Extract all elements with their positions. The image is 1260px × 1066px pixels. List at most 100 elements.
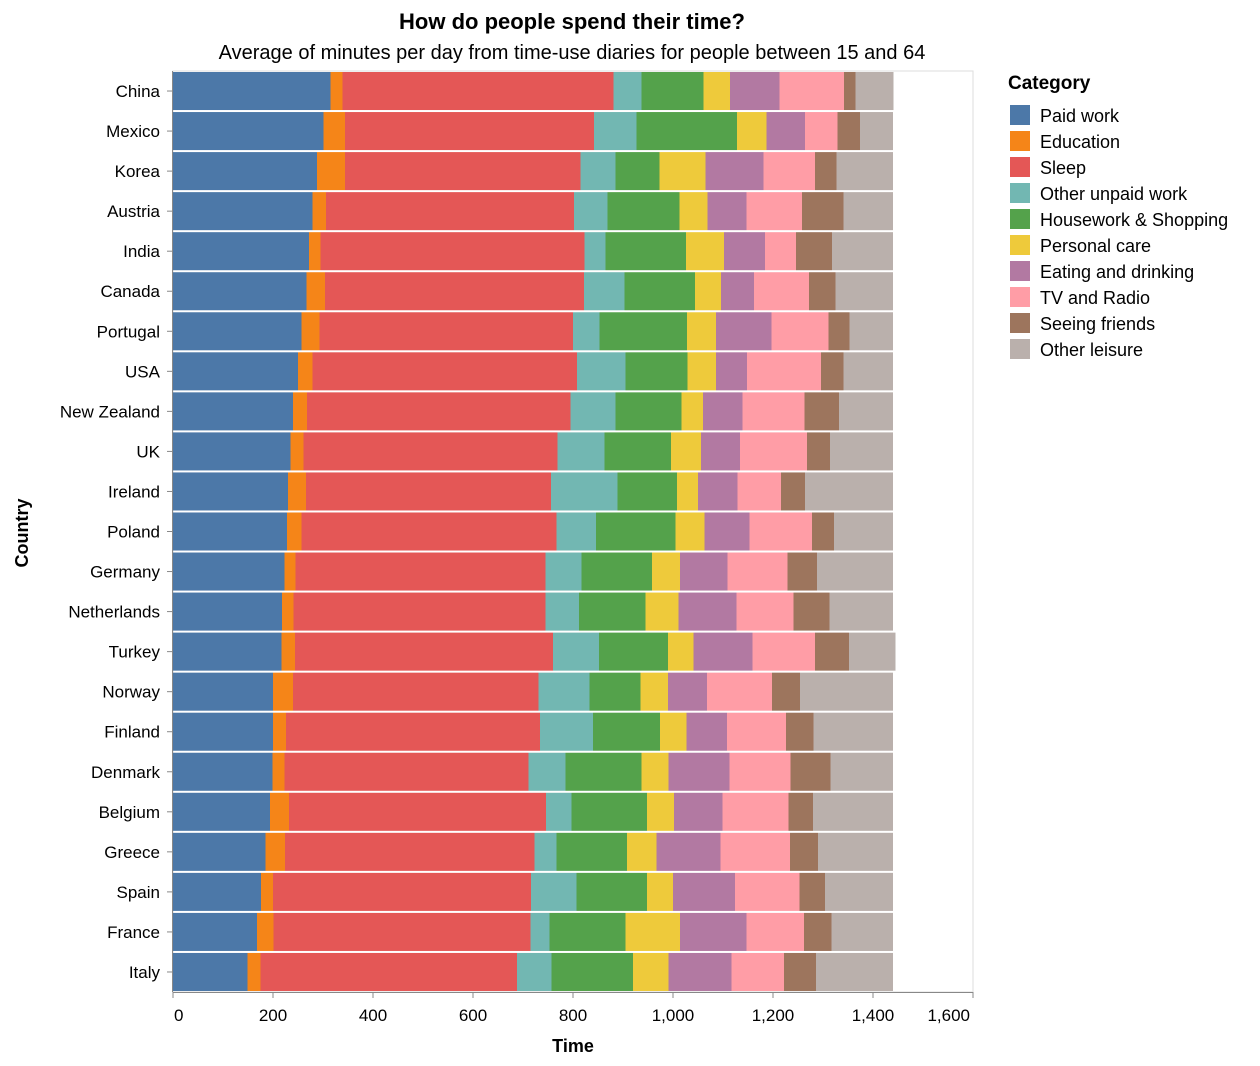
bar-turkey-tv-and-radio xyxy=(752,632,815,671)
bar-row-india xyxy=(173,232,893,271)
bar-korea-eating-and-drinking xyxy=(705,152,764,191)
bar-greece-personal-care xyxy=(627,832,657,871)
bar-new-zealand-education xyxy=(293,392,307,431)
bar-norway-sleep xyxy=(293,672,539,711)
bar-china-personal-care xyxy=(703,72,730,111)
legend-label-tv-and-radio: TV and Radio xyxy=(1040,288,1150,308)
bar-usa-tv-and-radio xyxy=(747,352,821,391)
bar-austria-paid-work xyxy=(173,192,313,231)
bar-austria-seeing-friends xyxy=(802,192,844,231)
bar-row-france xyxy=(173,912,893,951)
bar-usa-education xyxy=(298,352,313,391)
bar-norway-personal-care xyxy=(640,672,668,711)
y-tick-label-ireland: Ireland xyxy=(108,482,160,501)
bar-finland-tv-and-radio xyxy=(727,712,786,751)
legend-label-seeing-friends: Seeing friends xyxy=(1040,314,1155,334)
bar-row-new-zealand xyxy=(173,392,893,431)
bar-finland-education xyxy=(273,712,286,751)
bar-usa-housework-shopping xyxy=(625,352,688,391)
bar-denmark-housework-shopping xyxy=(565,752,642,791)
x-tick-label-0: 0 xyxy=(174,1006,183,1025)
x-tick-label-200: 200 xyxy=(259,1006,287,1025)
bar-france-personal-care xyxy=(625,912,680,951)
bar-new-zealand-housework-shopping xyxy=(615,392,682,431)
bar-india-housework-shopping xyxy=(605,232,686,271)
bar-france-housework-shopping xyxy=(549,912,626,951)
bar-uk-personal-care xyxy=(671,432,701,471)
bar-italy-other-leisure xyxy=(816,952,893,991)
bar-canada-personal-care xyxy=(695,272,721,311)
bar-finland-personal-care xyxy=(660,712,687,751)
legend-label-other-leisure: Other leisure xyxy=(1040,340,1143,360)
bar-austria-other-leisure xyxy=(843,192,893,231)
x-axis: 0 200 400 600 800 1,000 1,200 1,400 1,600 xyxy=(172,992,974,1025)
bar-finland-other-unpaid-work xyxy=(540,712,593,751)
legend-label-other-unpaid-work: Other unpaid work xyxy=(1040,184,1188,204)
bar-belgium-personal-care xyxy=(647,792,674,831)
bar-ireland-sleep xyxy=(306,472,551,511)
bar-mexico-tv-and-radio xyxy=(805,112,838,151)
bar-poland-tv-and-radio xyxy=(749,512,812,551)
bar-finland-sleep xyxy=(286,712,540,751)
bar-norway-housework-shopping xyxy=(589,672,641,711)
bar-row-turkey xyxy=(173,632,896,671)
bar-canada-paid-work xyxy=(173,272,307,311)
bar-norway-other-unpaid-work xyxy=(538,672,590,711)
bar-row-china xyxy=(173,72,894,111)
bar-germany-personal-care xyxy=(652,552,680,591)
bar-italy-personal-care xyxy=(633,952,669,991)
bar-italy-education xyxy=(247,952,261,991)
y-tick-label-austria: Austria xyxy=(107,202,160,221)
bar-china-sleep xyxy=(342,72,614,111)
bar-usa-personal-care xyxy=(687,352,716,391)
bar-poland-seeing-friends xyxy=(812,512,834,551)
bar-poland-education xyxy=(287,512,302,551)
y-axis: China Mexico Korea Austria India Canada Portug… xyxy=(60,71,173,992)
legend-item-tv-and-radio: TV and Radio xyxy=(1010,287,1150,308)
bar-korea-education xyxy=(317,152,345,191)
bar-india-seeing-friends xyxy=(796,232,832,271)
bar-korea-personal-care xyxy=(659,152,706,191)
bar-portugal-housework-shopping xyxy=(599,312,687,351)
bar-china-seeing-friends xyxy=(844,72,856,111)
bar-norway-tv-and-radio xyxy=(707,672,772,711)
bar-italy-seeing-friends xyxy=(784,952,816,991)
bar-china-paid-work xyxy=(173,72,331,111)
bar-portugal-education xyxy=(301,312,320,351)
bar-belgium-tv-and-radio xyxy=(722,792,789,831)
legend-label-education: Education xyxy=(1040,132,1120,152)
bars-group xyxy=(173,72,896,991)
bar-india-personal-care xyxy=(686,232,724,271)
bar-ireland-eating-and-drinking xyxy=(698,472,738,511)
legend-label-personal-care: Personal care xyxy=(1040,236,1151,256)
y-tick-label-italy: Italy xyxy=(129,963,161,982)
bar-turkey-other-leisure xyxy=(849,632,896,671)
bar-portugal-tv-and-radio xyxy=(771,312,829,351)
bar-china-other-leisure xyxy=(855,72,894,111)
bar-italy-paid-work xyxy=(173,952,248,991)
bar-spain-personal-care xyxy=(647,872,673,911)
y-tick-label-denmark: Denmark xyxy=(91,763,160,782)
bar-germany-seeing-friends xyxy=(787,552,817,591)
bar-mexico-education xyxy=(323,112,345,151)
bar-belgium-housework-shopping xyxy=(571,792,647,831)
bar-austria-housework-shopping xyxy=(607,192,680,231)
bar-row-canada xyxy=(173,272,893,311)
bar-poland-other-leisure xyxy=(834,512,893,551)
bar-row-korea xyxy=(173,152,893,191)
legend-label-housework-shopping: Housework & Shopping xyxy=(1040,210,1228,230)
bar-greece-sleep xyxy=(285,832,535,871)
bar-netherlands-education xyxy=(282,592,294,631)
y-tick-label-netherlands: Netherlands xyxy=(68,603,160,622)
bar-poland-other-unpaid-work xyxy=(556,512,596,551)
bar-new-zealand-other-unpaid-work xyxy=(570,392,616,431)
legend-swatch-paid-work xyxy=(1010,105,1030,125)
y-tick-label-norway: Norway xyxy=(102,683,160,702)
bar-ireland-other-unpaid-work xyxy=(551,472,618,511)
legend-item-housework-shopping: Housework & Shopping xyxy=(1010,209,1228,230)
x-axis-title: Time xyxy=(552,1036,594,1056)
legend-title: Category xyxy=(1008,73,1091,94)
bar-india-other-unpaid-work xyxy=(584,232,606,271)
bar-canada-tv-and-radio xyxy=(754,272,809,311)
y-tick-label-china: China xyxy=(116,82,161,101)
